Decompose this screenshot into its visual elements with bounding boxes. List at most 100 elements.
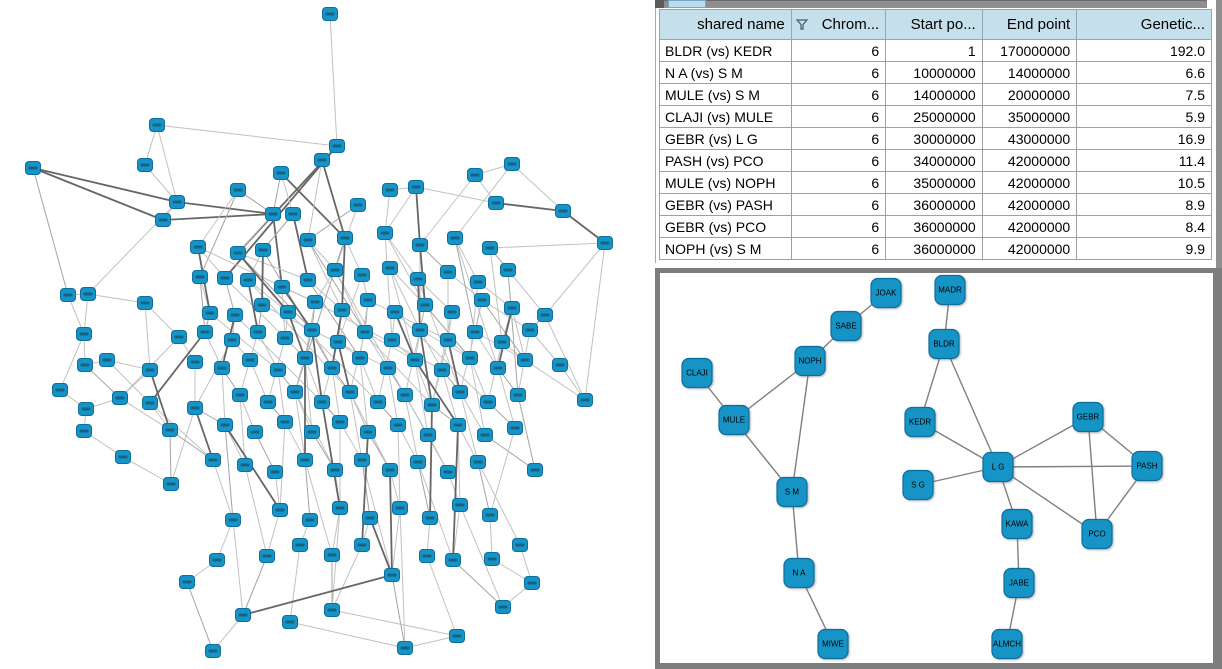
network-node[interactable] <box>407 353 423 367</box>
network-node[interactable] <box>324 361 340 375</box>
network-node[interactable] <box>205 644 221 658</box>
network-node[interactable] <box>392 501 408 515</box>
cell-shared-name[interactable]: GEBR (vs) L G <box>659 127 792 150</box>
cell-value[interactable]: 6 <box>790 39 887 62</box>
network-node[interactable] <box>504 301 520 315</box>
network-node[interactable] <box>360 293 376 307</box>
table-row[interactable]: MULE (vs) S M 6 14000000 20000000 7.5 <box>659 83 1212 106</box>
network-node[interactable] <box>267 465 283 479</box>
network-node[interactable] <box>259 549 275 563</box>
horizontal-scrollbar[interactable] <box>655 0 1207 8</box>
cell-value[interactable]: 6.6 <box>1076 61 1212 84</box>
network-node[interactable] <box>300 273 316 287</box>
network-node[interactable] <box>417 298 433 312</box>
network-node[interactable] <box>410 272 426 286</box>
network-node-noph[interactable]: NOPH <box>794 345 826 377</box>
cell-value[interactable]: 9.9 <box>1076 237 1212 260</box>
network-node[interactable] <box>597 236 613 250</box>
network-node[interactable] <box>450 418 466 432</box>
network-node[interactable] <box>297 453 313 467</box>
cell-value[interactable]: 6 <box>790 215 887 238</box>
cell-value[interactable]: 34000000 <box>885 149 983 172</box>
network-node-sabe[interactable]: SABE <box>830 310 862 342</box>
network-node[interactable] <box>552 358 568 372</box>
network-node[interactable] <box>357 325 373 339</box>
column-header-1[interactable]: Chrom... <box>790 9 887 40</box>
network-node[interactable] <box>517 353 533 367</box>
network-node[interactable] <box>192 270 208 284</box>
network-node[interactable] <box>163 477 179 491</box>
network-node[interactable] <box>452 498 468 512</box>
cell-shared-name[interactable]: BLDR (vs) KEDR <box>659 39 792 62</box>
cell-shared-name[interactable]: GEBR (vs) PCO <box>659 215 792 238</box>
table-row[interactable]: NOPH (vs) S M 6 36000000 42000000 9.9 <box>659 237 1212 260</box>
table-row[interactable]: GEBR (vs) PASH 6 36000000 42000000 8.9 <box>659 193 1212 216</box>
network-node[interactable] <box>504 157 520 171</box>
network-node[interactable] <box>377 226 393 240</box>
table-row[interactable]: GEBR (vs) L G 6 30000000 43000000 16.9 <box>659 127 1212 150</box>
network-node-claji[interactable]: CLAJI <box>681 357 713 389</box>
column-header-0[interactable]: shared name <box>659 9 792 40</box>
cell-value[interactable]: 8.4 <box>1076 215 1212 238</box>
network-node[interactable] <box>307 295 323 309</box>
cell-shared-name[interactable]: MULE (vs) NOPH <box>659 171 792 194</box>
network-node[interactable] <box>354 453 370 467</box>
network-node[interactable] <box>510 388 526 402</box>
cell-value[interactable]: 16.9 <box>1076 127 1212 150</box>
network-node[interactable] <box>412 238 428 252</box>
network-node[interactable] <box>410 455 426 469</box>
cell-value[interactable]: 35000000 <box>981 105 1078 128</box>
network-node[interactable] <box>500 263 516 277</box>
network-node[interactable] <box>270 363 286 377</box>
cell-value[interactable]: 11.4 <box>1076 149 1212 172</box>
network-node[interactable] <box>342 385 358 399</box>
network-node-pco[interactable]: PCO <box>1081 518 1113 550</box>
network-node[interactable] <box>77 358 93 372</box>
network-node[interactable] <box>277 331 293 345</box>
column-header-4[interactable]: Genetic... <box>1076 9 1212 40</box>
network-node[interactable] <box>422 511 438 525</box>
network-node[interactable] <box>424 398 440 412</box>
network-node[interactable] <box>202 306 218 320</box>
network-node[interactable] <box>495 600 511 614</box>
network-node[interactable] <box>314 395 330 409</box>
network-node[interactable] <box>577 393 593 407</box>
network-node[interactable] <box>360 425 376 439</box>
cell-value[interactable]: 6 <box>790 149 887 172</box>
cell-value[interactable]: 43000000 <box>981 127 1078 150</box>
cell-value[interactable]: 36000000 <box>885 215 983 238</box>
table-row[interactable]: PASH (vs) PCO 6 34000000 42000000 11.4 <box>659 149 1212 172</box>
network-node[interactable] <box>484 552 500 566</box>
network-node[interactable] <box>187 401 203 415</box>
network-node[interactable] <box>232 388 248 402</box>
network-node[interactable] <box>444 305 460 319</box>
network-node[interactable] <box>470 455 486 469</box>
table-row[interactable]: CLAJI (vs) MULE 6 25000000 35000000 5.9 <box>659 105 1212 128</box>
large-network-canvas[interactable] <box>0 0 650 669</box>
network-node[interactable] <box>162 423 178 437</box>
cell-value[interactable]: 20000000 <box>981 83 1078 106</box>
cell-value[interactable]: 36000000 <box>885 237 983 260</box>
network-node[interactable] <box>272 503 288 517</box>
network-node[interactable] <box>397 641 413 655</box>
network-node[interactable] <box>452 385 468 399</box>
network-node[interactable] <box>242 353 258 367</box>
network-node[interactable] <box>314 153 330 167</box>
network-node[interactable] <box>467 325 483 339</box>
column-header-2[interactable]: Start po... <box>885 9 983 40</box>
network-node[interactable] <box>217 271 233 285</box>
network-node[interactable] <box>332 415 348 429</box>
network-node[interactable] <box>171 330 187 344</box>
cell-value[interactable]: 42000000 <box>981 237 1078 260</box>
network-node-joak[interactable]: JOAK <box>870 277 902 309</box>
table-row[interactable]: MULE (vs) NOPH 6 35000000 42000000 10.5 <box>659 171 1212 194</box>
network-node-pash[interactable]: PASH <box>1131 450 1163 482</box>
network-node-l-g[interactable]: L G <box>982 451 1014 483</box>
cell-value[interactable]: 6 <box>790 83 887 106</box>
network-node[interactable] <box>408 180 424 194</box>
network-node[interactable] <box>354 268 370 282</box>
large-network-view[interactable] <box>0 0 650 669</box>
network-node[interactable] <box>337 231 353 245</box>
network-node[interactable] <box>155 213 171 227</box>
network-node[interactable] <box>527 463 543 477</box>
